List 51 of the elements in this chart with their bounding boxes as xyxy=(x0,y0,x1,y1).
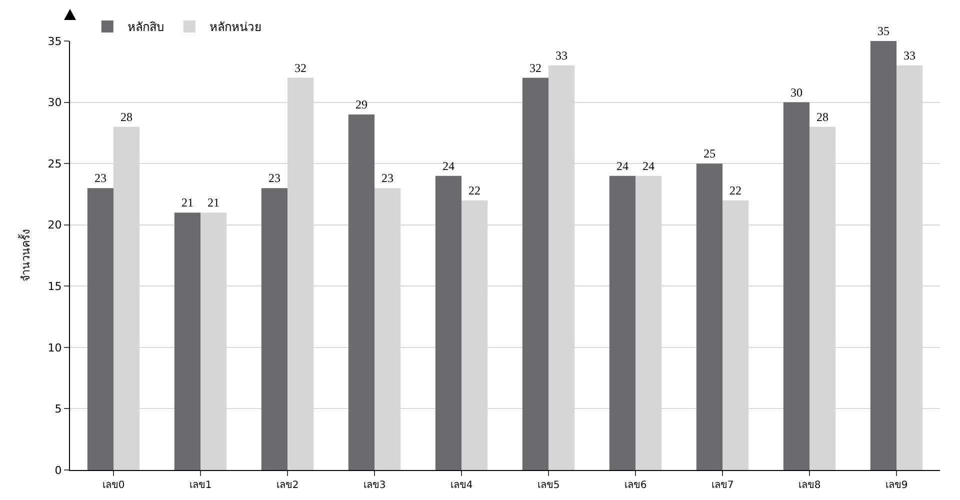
data-label: 23 xyxy=(382,171,394,186)
x-tick-label: เลข9 xyxy=(885,480,908,491)
y-tick-label: 0 xyxy=(54,464,62,477)
data-label: 22 xyxy=(468,183,481,198)
y-tick-label: 10 xyxy=(48,341,62,354)
y-tick-label: 15 xyxy=(48,280,62,293)
bar xyxy=(174,212,200,470)
x-tick-label: เลข7 xyxy=(711,480,734,491)
bar xyxy=(261,188,288,470)
y-tick-label: 20 xyxy=(48,218,62,232)
data-label: 21 xyxy=(181,196,194,210)
data-label: 21 xyxy=(208,196,220,210)
legend-label: หลักสิบ xyxy=(127,20,164,34)
x-tick-label: เลข2 xyxy=(276,480,299,491)
y-axis-title: จำนวนครั้ง xyxy=(17,230,32,282)
data-label: 30 xyxy=(790,85,802,100)
bar xyxy=(870,41,896,470)
data-label: 33 xyxy=(556,48,568,63)
data-label: 32 xyxy=(529,60,542,75)
data-label: 32 xyxy=(294,60,307,75)
x-tick-label: เลข6 xyxy=(624,480,647,491)
x-tick-label: เลข3 xyxy=(363,480,386,491)
y-tick-label: 5 xyxy=(54,402,62,416)
data-label: 23 xyxy=(94,171,106,186)
bar xyxy=(783,102,810,470)
x-tick-label: เลข8 xyxy=(798,480,821,491)
x-tick-label: เลข0 xyxy=(102,480,125,491)
bar xyxy=(609,176,636,470)
bar xyxy=(696,164,722,470)
y-tick-label: 25 xyxy=(48,157,62,170)
data-label: 28 xyxy=(816,110,829,124)
legend-label: หลักหน่วย xyxy=(209,20,262,34)
bar xyxy=(348,114,374,470)
data-label: 25 xyxy=(703,146,716,161)
y-tick-label: 35 xyxy=(48,34,62,48)
data-label: 24 xyxy=(642,158,655,173)
x-tick-label: เลข5 xyxy=(537,480,560,491)
data-label: 24 xyxy=(616,158,628,173)
data-label: 29 xyxy=(355,98,368,112)
data-label: 22 xyxy=(730,183,742,198)
y-tick-label: 30 xyxy=(48,96,62,110)
data-label: 33 xyxy=(904,48,916,63)
bar xyxy=(522,78,548,470)
data-label: 24 xyxy=(442,158,454,173)
data-label: 23 xyxy=(268,171,280,186)
x-tick-label: เลข4 xyxy=(450,480,473,491)
data-label: 35 xyxy=(877,24,890,38)
x-tick-label: เลข1 xyxy=(189,480,212,491)
bar xyxy=(435,176,462,470)
bar xyxy=(87,188,114,470)
data-label: 28 xyxy=(120,110,133,124)
